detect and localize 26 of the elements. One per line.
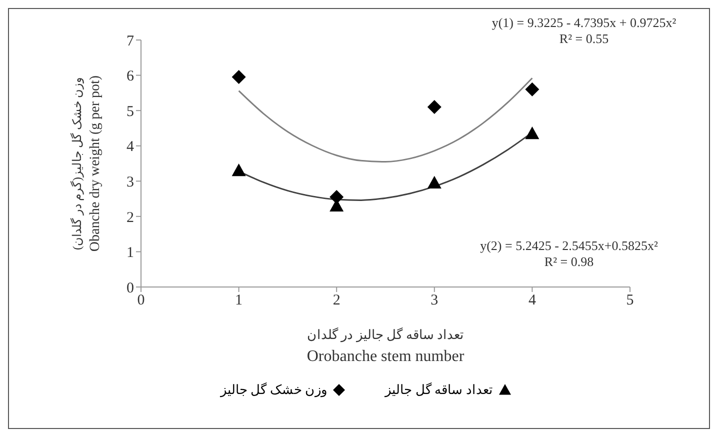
point	[525, 82, 540, 96]
x-tick-label: 4	[528, 292, 536, 309]
y-tick-label: 6	[126, 68, 134, 85]
y-tick-label: 4	[126, 139, 134, 156]
point	[525, 126, 540, 140]
point	[427, 176, 442, 189]
point	[232, 70, 246, 84]
y-tick-label: 2	[126, 210, 134, 226]
y-tick-label: 7	[126, 33, 134, 50]
legend-label: تعداد ساقه گل جالیز	[385, 382, 493, 398]
point	[427, 100, 442, 114]
x-tick-label: 3	[430, 292, 438, 309]
y-tick-label: 0	[126, 280, 134, 296]
line-series	[238, 77, 533, 162]
y-tick-label: 1	[126, 245, 134, 262]
x-tick-label: 2	[332, 292, 340, 309]
point	[330, 190, 344, 204]
annotation: y(1) = 9.3225 - 4.7395x + 0.9725x² R² = 0.55	[492, 15, 676, 47]
y-tick-label: 5	[126, 104, 134, 120]
annotation: y(2) = 5.2425 - 2.5455x+0.5825x² R² = 0.98	[480, 238, 658, 270]
y-tick-label: 3	[126, 174, 134, 190]
legend-label: وزن خشک گل جالیز	[220, 382, 327, 398]
x-tick-label: 5	[626, 292, 634, 309]
point	[232, 164, 246, 176]
x-tick-label: 1	[235, 292, 243, 309]
x-tick-label: 0	[137, 292, 145, 309]
